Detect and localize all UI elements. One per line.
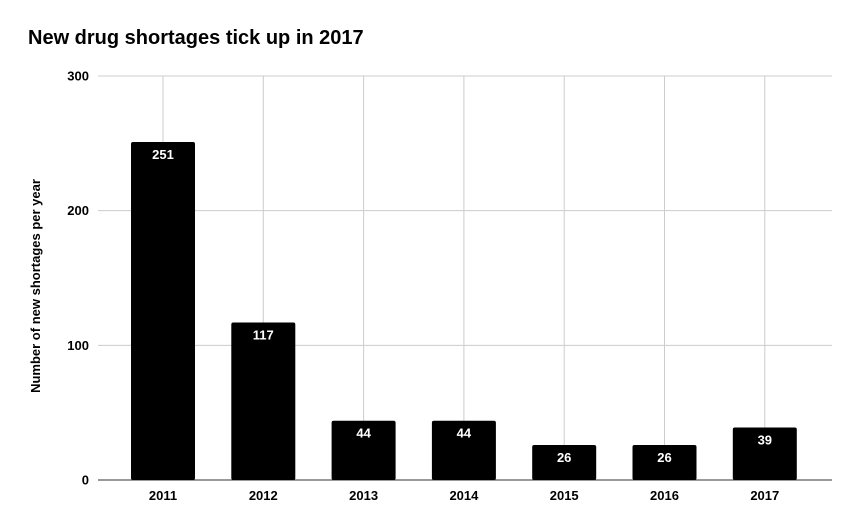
y-axis-ticks: 0 100 200 300 [67, 69, 89, 488]
y-axis-label: Number of new shortages per year [28, 179, 43, 393]
data-label-2013: 44 [356, 426, 371, 441]
data-label-2011: 251 [152, 147, 174, 162]
y-tick-label: 100 [67, 338, 89, 353]
bar-2011 [131, 141, 195, 480]
x-tick-label: 2011 [149, 488, 177, 503]
bar-2012 [231, 322, 296, 480]
y-tick-label: 200 [67, 203, 89, 218]
chart-title: New drug shortages tick up in 2017 [28, 27, 364, 49]
x-tick-label: 2017 [750, 488, 779, 503]
x-tick-label: 2014 [449, 488, 479, 503]
data-label-2014: 44 [457, 426, 472, 441]
bar-2017 [732, 427, 797, 480]
data-label-2017: 39 [758, 432, 772, 447]
x-axis-ticks: 2011 2012 2013 2014 2015 2016 2017 [149, 488, 779, 503]
bar-2016 [632, 444, 697, 480]
data-label-2012: 117 [253, 327, 274, 342]
bars: 251 117 44 44 26 26 39 [131, 141, 797, 480]
bar-2015 [532, 444, 597, 480]
x-tick-label: 2015 [550, 488, 579, 503]
x-tick-label: 2013 [349, 488, 378, 503]
bar-2014 [431, 420, 496, 480]
y-tick-label: 0 [82, 473, 89, 488]
data-label-2015: 26 [557, 450, 571, 465]
y-tick-label: 300 [67, 69, 89, 84]
x-tick-label: 2012 [249, 488, 278, 503]
gridlines [98, 75, 832, 481]
x-tick-label: 2016 [650, 488, 679, 503]
bar-2013 [331, 420, 396, 480]
data-label-2016: 26 [657, 450, 671, 465]
